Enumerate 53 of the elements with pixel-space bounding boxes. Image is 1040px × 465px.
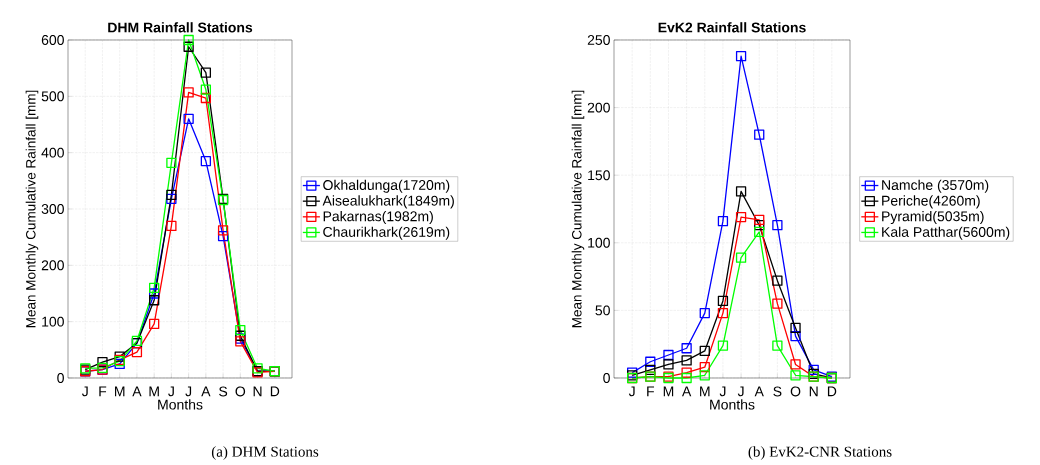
x-tick-label: J: [168, 386, 174, 397]
legend-label: Okhaldunga(1720m): [323, 179, 450, 193]
y-tick-label: 0: [603, 373, 610, 383]
x-tick-label: M: [700, 386, 710, 397]
y-tick-label: 100: [588, 237, 610, 248]
x-tick-label: J: [628, 386, 635, 397]
x-tick-label: A: [201, 386, 211, 397]
chart-title: EvK2 Rainfall Stations: [658, 22, 806, 33]
x-tick-label: O: [235, 386, 246, 397]
legend-label: Aisealukhark(1849m): [322, 195, 454, 209]
y-tick-label: 200: [587, 102, 610, 113]
x-tick-label: J: [185, 386, 192, 397]
x-tick-label: J: [737, 386, 744, 397]
y-axis-title: Mean Monthly Cumulative Rainfall [mm]: [571, 90, 585, 328]
legend-label: Chaurikhark(2619m): [323, 226, 450, 240]
legend-label: Namche (3570m): [882, 179, 989, 193]
x-tick-label: D: [827, 386, 837, 397]
y-tick-label: 400: [41, 147, 64, 158]
x-tick-label: F: [99, 386, 107, 397]
y-tick-label: 300: [41, 204, 64, 214]
x-tick-label: A: [754, 386, 764, 397]
x-axis-title: Months: [710, 399, 755, 410]
x-tick-label: M: [663, 386, 674, 397]
text: (a) DHM Stations: [211, 446, 319, 460]
x-tick-label: F: [647, 386, 655, 397]
y-tick-label: 50: [595, 305, 610, 316]
x-tick-label: A: [681, 386, 692, 397]
legend-label: Pyramid(5035m): [882, 210, 984, 225]
x-tick-label: S: [219, 386, 228, 397]
y-tick-label: 100: [42, 316, 64, 327]
y-axis-title: Mean Monthly Cumulative Rainfall [mm]: [25, 90, 39, 328]
legend-label: Kala Patthar(5600m): [882, 226, 1010, 240]
y-tick-label: 600: [41, 35, 64, 45]
x-tick-label: O: [790, 386, 801, 397]
x-tick-label: J: [81, 386, 88, 397]
chart-title: DHM Rainfall Stations: [108, 22, 253, 33]
x-tick-label: D: [270, 386, 280, 397]
x-tick-label: N: [253, 386, 262, 397]
y-tick-label: 150: [588, 170, 610, 181]
text: (b) EvK2-CNR Stations: [748, 446, 892, 460]
x-tick-label: S: [773, 386, 782, 397]
x-axis-title: Months: [158, 399, 203, 410]
x-tick-label: N: [809, 386, 818, 397]
x-tick-label: M: [149, 386, 159, 397]
y-tick-label: 500: [41, 91, 64, 102]
y-tick-label: 250: [587, 35, 610, 45]
y-tick-label: 200: [41, 260, 64, 271]
x-tick-label: J: [719, 386, 726, 397]
y-tick-label: 0: [57, 373, 64, 383]
x-tick-label: M: [115, 386, 125, 397]
legend-label: Periche(4260m): [882, 195, 980, 209]
x-tick-label: A: [132, 386, 142, 397]
legend-label: Pakarnas(1982m): [323, 210, 433, 225]
